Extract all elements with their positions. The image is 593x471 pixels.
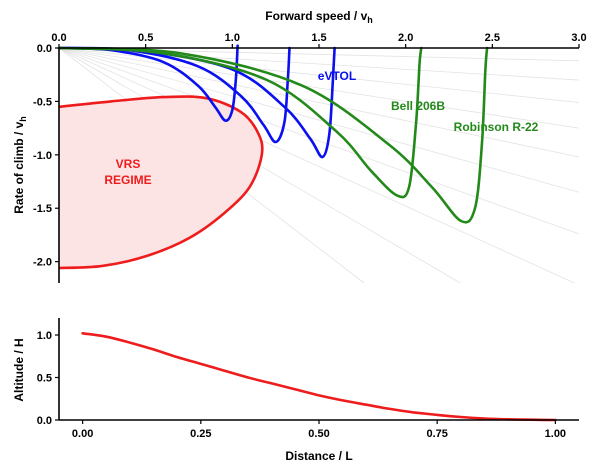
x-axis-title: Forward speed / vh (265, 9, 373, 25)
guide-line-5 (58, 47, 580, 193)
x-tick-label-bottom: 0.75 (426, 428, 447, 440)
bell-206b-series-label: Bell 206B (391, 99, 445, 113)
y-tick-label-bottom: 0.0 (37, 415, 52, 427)
x-axis-ticks-bottom: 0.00 0.25 0.50 0.75 1.00 (72, 420, 566, 440)
x-tick-label: 0.5 (138, 32, 153, 44)
vrs-label-line-1: VRS (116, 157, 141, 171)
y-axis-title: Rate of climb / vh (12, 116, 28, 214)
altitude-series (81, 332, 557, 422)
guide-line-3 (58, 47, 580, 129)
x-axis-title-subscript: h (367, 15, 373, 25)
rate-of-climb-chart: 0.0 0.5 1.0 1.5 2.0 2.5 3.0 0.0 -0.5 -1.0 -1.5 -2.… (12, 9, 587, 284)
x-tick-label: 1.0 (225, 32, 240, 44)
x-tick-label: 2.5 (485, 32, 500, 44)
x-tick-label-bottom: 0.50 (308, 428, 329, 440)
x-tick-label: 0.0 (51, 32, 66, 44)
y-tick-label: -2.0 (33, 257, 52, 269)
guide-line-4 (58, 47, 580, 158)
y-tick-label-bottom: 0.5 (37, 373, 52, 385)
climb-rate-series (57, 44, 489, 224)
guide-line-7 (58, 47, 575, 284)
x-tick-label-bottom: 0.25 (190, 428, 211, 440)
altitude-chart: 0.00 0.25 0.50 0.75 1.00 0.0 0.5 1.0 Distance … (12, 318, 579, 463)
x-tick-label: 3.0 (571, 32, 586, 44)
y-tick-label: -0.5 (33, 96, 52, 108)
y-axis-title-bottom: Altitude / H (12, 338, 26, 401)
y-tick-label: -1.0 (33, 150, 52, 162)
y-tick-label: -1.5 (33, 203, 52, 215)
x-tick-label: 2.0 (398, 32, 413, 44)
evtol-series-label: eVTOL (318, 69, 356, 83)
vrs-region (58, 95, 264, 270)
x-axis-ticks: 0.0 0.5 1.0 1.5 2.0 2.5 3.0 (51, 32, 587, 48)
series-line-4 (57, 46, 489, 224)
robinson-r22-series-label: Robinson R-22 (454, 120, 539, 134)
guide-line-6 (58, 47, 580, 235)
altitude-line-0 (81, 332, 557, 422)
series-line-0 (57, 44, 239, 122)
vrs-label-line-2: REGIME (104, 173, 151, 187)
x-tick-label: 1.5 (311, 32, 326, 44)
y-tick-label-bottom: 1.0 (37, 330, 52, 342)
x-tick-label-bottom: 0.00 (72, 428, 93, 440)
x-axis-title-bottom: Distance / L (285, 449, 352, 463)
y-axis-title-subscript: h (18, 116, 28, 122)
y-axis-ticks-bottom: 0.0 0.5 1.0 (37, 330, 59, 427)
series-line-3 (57, 46, 423, 199)
y-axis-ticks: 0.0 -0.5 -1.0 -1.5 -2.0 (33, 43, 59, 269)
y-tick-label: 0.0 (37, 43, 52, 55)
x-tick-label-bottom: 1.00 (545, 428, 566, 440)
